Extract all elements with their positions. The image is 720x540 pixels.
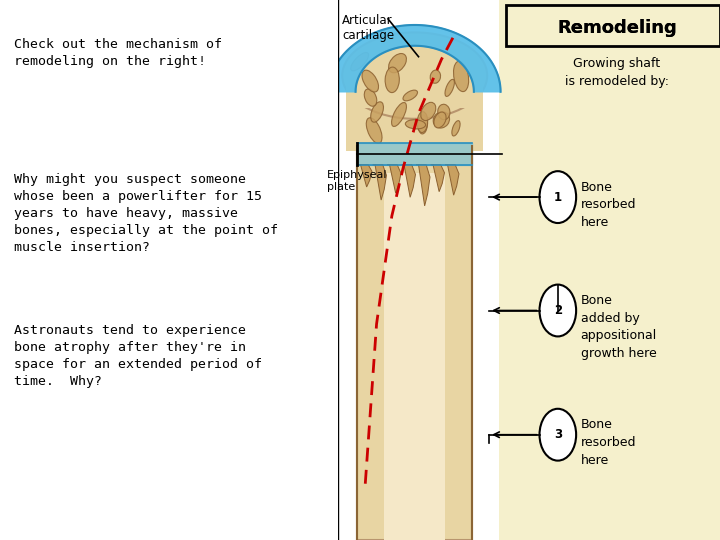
Text: Why might you suspect someone
whose been a powerlifter for 15
years to have heav: Why might you suspect someone whose been… <box>14 173 277 254</box>
Ellipse shape <box>403 90 418 101</box>
FancyBboxPatch shape <box>499 0 720 540</box>
Ellipse shape <box>371 102 384 122</box>
Ellipse shape <box>438 104 450 120</box>
Text: Growing shaft
is remodeled by:: Growing shaft is remodeled by: <box>565 57 669 87</box>
Ellipse shape <box>454 61 469 92</box>
Polygon shape <box>387 165 401 193</box>
Text: Bone
resorbed
here: Bone resorbed here <box>581 418 636 467</box>
Ellipse shape <box>434 112 446 128</box>
Ellipse shape <box>430 70 441 83</box>
FancyBboxPatch shape <box>384 173 445 540</box>
Ellipse shape <box>362 70 379 92</box>
Circle shape <box>539 409 576 461</box>
Polygon shape <box>329 25 500 92</box>
Text: Bone
resorbed
here: Bone resorbed here <box>581 181 636 229</box>
Text: Astronauts tend to experience
bone atrophy after they're in
space for an extende: Astronauts tend to experience bone atrop… <box>14 324 261 388</box>
FancyBboxPatch shape <box>506 5 720 46</box>
Ellipse shape <box>351 52 369 71</box>
Text: Epiphyseal
plate: Epiphyseal plate <box>327 170 387 192</box>
Text: Remodeling: Remodeling <box>557 19 677 37</box>
Ellipse shape <box>364 89 377 106</box>
Polygon shape <box>445 165 459 195</box>
Polygon shape <box>359 165 372 187</box>
Text: Check out the mechanism of
remodeling on the right!: Check out the mechanism of remodeling on… <box>14 38 222 68</box>
Ellipse shape <box>417 112 428 132</box>
Text: Articular
cartilage: Articular cartilage <box>342 14 395 42</box>
Circle shape <box>539 285 576 336</box>
Text: 1: 1 <box>554 191 562 204</box>
Ellipse shape <box>389 53 406 73</box>
Ellipse shape <box>405 120 426 129</box>
Text: Remodeling: Remodeling <box>557 19 677 37</box>
Polygon shape <box>431 165 444 192</box>
Ellipse shape <box>418 115 428 134</box>
Ellipse shape <box>366 118 382 144</box>
Ellipse shape <box>420 103 436 120</box>
Circle shape <box>539 171 576 223</box>
Ellipse shape <box>445 79 454 97</box>
FancyBboxPatch shape <box>357 146 472 540</box>
Ellipse shape <box>385 67 400 92</box>
Polygon shape <box>402 165 415 197</box>
FancyBboxPatch shape <box>346 70 483 151</box>
Ellipse shape <box>392 103 407 126</box>
Text: 3: 3 <box>554 428 562 441</box>
Ellipse shape <box>433 112 449 128</box>
Ellipse shape <box>342 32 487 119</box>
FancyBboxPatch shape <box>346 76 483 108</box>
Text: 2: 2 <box>554 304 562 317</box>
Polygon shape <box>373 165 387 200</box>
Ellipse shape <box>452 120 460 136</box>
Polygon shape <box>416 165 430 206</box>
Text: Bone
added by
appositional
growth here: Bone added by appositional growth here <box>581 294 657 360</box>
